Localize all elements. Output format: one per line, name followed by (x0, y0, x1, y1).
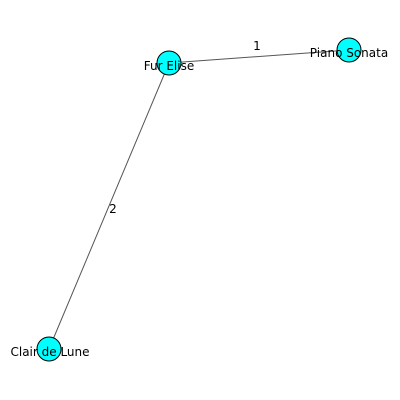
edges (48, 49, 350, 350)
edge-fur-elise-piano-sonata (168, 49, 350, 64)
node-labels: Fur Elise Piano Sonata Clair de Lune (10, 46, 388, 359)
edge-weight-label: 2 (109, 202, 117, 216)
edge-fur-elise-clair-de-lune (48, 62, 170, 350)
edge-labels: 1 2 (109, 39, 261, 216)
node-fur-elise (156, 50, 182, 76)
nodes (36, 37, 362, 362)
edge-weight-label: 1 (253, 39, 261, 53)
node-label-clair-de-lune: Clair de Lune (10, 345, 89, 359)
node-label-piano-sonata: Piano Sonata (310, 46, 388, 60)
node-piano-sonata (336, 37, 362, 63)
node-label-fur-elise: Fur Elise (144, 59, 194, 73)
node-clair-de-lune (36, 336, 62, 362)
